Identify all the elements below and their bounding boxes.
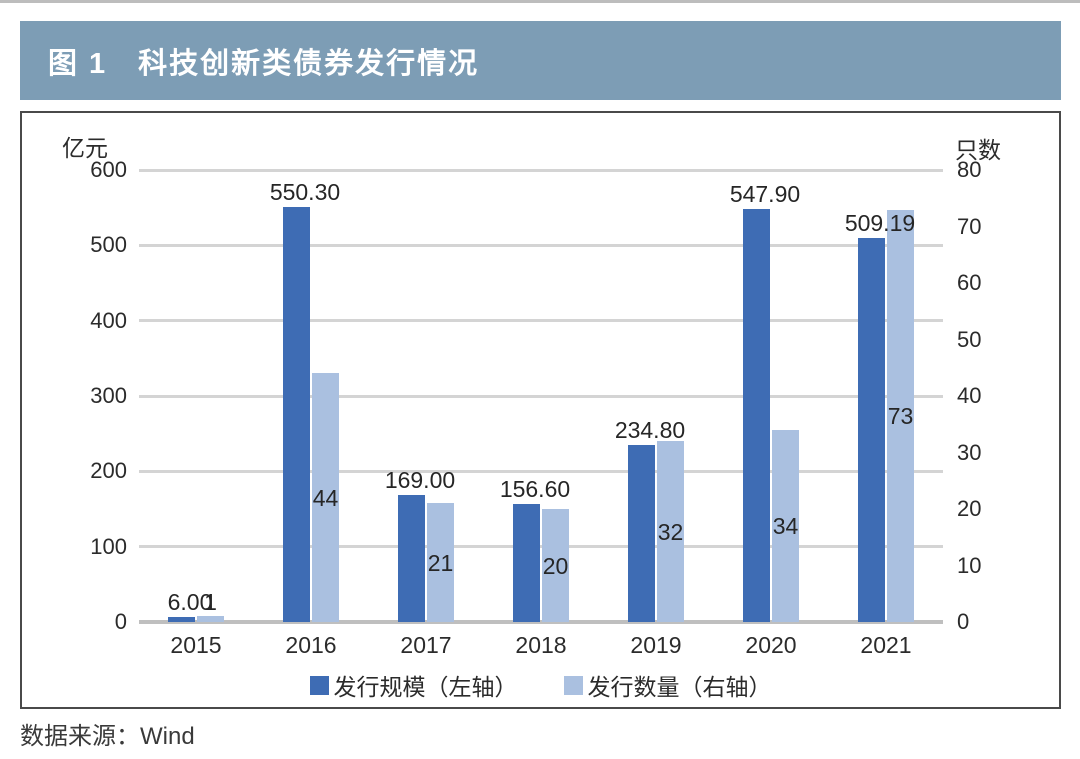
- gridline: [139, 168, 943, 172]
- value-label-count-2019: 32: [657, 518, 684, 545]
- right-axis-tick: 10: [957, 552, 982, 578]
- chart-legend: 发行规模（左轴） 发行数量（右轴）: [22, 668, 1059, 702]
- legend-item-scale: 发行规模（左轴）: [309, 668, 518, 702]
- bar-count-2019: [657, 441, 684, 622]
- right-axis-tick: 30: [957, 439, 982, 465]
- value-label-scale-2019: 234.80: [614, 417, 686, 444]
- value-label-count-2020: 34: [772, 512, 799, 539]
- gridline: [139, 243, 943, 247]
- gridline: [139, 545, 943, 549]
- left-axis-tick: 500: [90, 232, 127, 258]
- bar-count-2016: [312, 373, 339, 622]
- legend-item-count: 发行数量（右轴）: [563, 668, 772, 702]
- left-axis-tick: 400: [90, 307, 127, 333]
- legend-swatch-count: [563, 675, 583, 695]
- bar-scale-2021: [858, 238, 885, 622]
- bar-count-2015: [197, 616, 224, 622]
- left-axis-tick: 600: [90, 157, 127, 182]
- value-label-count-2017: 21: [427, 549, 454, 576]
- left-axis-tick: 0: [114, 609, 127, 634]
- value-label-scale-2016: 550.30: [269, 179, 341, 206]
- right-axis-tick: 50: [957, 326, 982, 352]
- bar-count-2020: [772, 429, 799, 622]
- right-axis-tick: 80: [957, 157, 982, 182]
- value-label-scale-2020: 547.90: [729, 181, 801, 208]
- bar-scale-2020: [743, 209, 770, 622]
- bar-count-2021: [887, 209, 914, 622]
- value-label-count-2015: 1: [204, 589, 217, 616]
- value-label-scale-2021: 509.19: [844, 210, 916, 237]
- value-label-scale-2015: 6.00: [167, 589, 213, 616]
- bar-scale-2017: [398, 494, 425, 622]
- left-axis-unit: 亿元: [62, 135, 108, 161]
- figure-title-bar: 图 1 科技创新类债券发行情况: [20, 21, 1061, 100]
- x-axis-label-2017: 2017: [400, 632, 452, 658]
- value-label-count-2021: 73: [887, 402, 914, 429]
- legend-label-scale: 发行规模（左轴）: [333, 674, 518, 700]
- bar-scale-2019: [628, 445, 655, 622]
- legend-label-count: 发行数量（右轴）: [587, 674, 772, 700]
- x-axis-label-2018: 2018: [515, 632, 567, 658]
- left-axis-tick: 200: [90, 458, 127, 484]
- figure-title: 图 1 科技创新类债券发行情况: [48, 47, 480, 80]
- right-axis-tick: 20: [957, 496, 982, 521]
- plot-area: 0 100 200 300 400 500 600 0 10 20 30 40 50 60 70 80 6.00…: [22, 113, 1059, 707]
- gridline: [139, 469, 943, 473]
- value-label-count-2018: 20: [542, 552, 569, 579]
- x-axis-label-2015: 2015: [170, 632, 222, 658]
- bar-count-2017: [427, 503, 454, 622]
- bar-count-2018: [542, 509, 569, 622]
- bar-scale-2016: [283, 207, 310, 622]
- bar-scale-2018: [513, 504, 540, 622]
- x-axis-label-2016: 2016: [285, 632, 337, 658]
- value-label-scale-2017: 169.00: [384, 466, 456, 493]
- right-axis-tick: 0: [957, 609, 970, 634]
- right-axis-tick: 60: [957, 270, 982, 295]
- x-axis-line: [139, 620, 943, 624]
- data-source: 数据来源：Wind: [20, 723, 195, 750]
- left-axis-tick: 100: [90, 533, 127, 559]
- right-axis-unit: 只数: [955, 137, 1001, 163]
- left-axis-tick: 300: [90, 383, 127, 408]
- x-axis-label-2020: 2020: [745, 632, 797, 658]
- gridline: [139, 319, 943, 323]
- x-axis-label-2019: 2019: [630, 632, 682, 658]
- right-axis-tick: 40: [957, 383, 982, 408]
- bar-scale-2015: [168, 617, 195, 622]
- value-label-count-2016: 44: [312, 484, 339, 511]
- chart-container: 亿元 只数 0 100 200 300 400 500 600 0 10 20 30 40 50 60 70…: [20, 111, 1061, 709]
- legend-swatch-scale: [309, 675, 329, 695]
- gridline: [139, 394, 943, 398]
- top-divider: [0, 0, 1080, 3]
- x-axis-label-2021: 2021: [860, 632, 912, 658]
- right-axis-tick: 70: [957, 213, 982, 239]
- value-label-scale-2018: 156.60: [499, 476, 571, 503]
